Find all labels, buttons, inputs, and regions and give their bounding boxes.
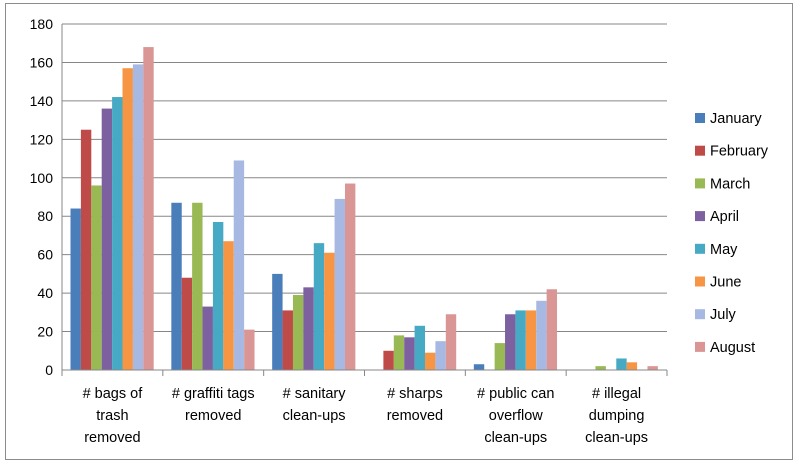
bar-february-2 — [282, 310, 293, 370]
bar-march-3 — [393, 335, 405, 370]
bar-april-2 — [303, 287, 314, 370]
x-category-label: # sharps — [387, 386, 443, 402]
bar-may-4 — [515, 310, 526, 370]
bar-june-3 — [425, 352, 436, 370]
bar-march-0 — [91, 185, 102, 370]
legend-swatch-may — [695, 243, 705, 254]
y-tick-label: 20 — [37, 324, 53, 340]
bar-august-3 — [445, 314, 457, 370]
legend-label-january: January — [710, 111, 762, 127]
bar-july-4 — [536, 300, 547, 370]
y-tick-labels: 0 20 40 60 80 100 120 140 160 180 — [30, 16, 54, 378]
y-tick-label: 60 — [37, 247, 53, 263]
x-category-label: overflow — [489, 408, 544, 424]
legend-label-april: April — [710, 209, 739, 225]
legend-swatch-august — [695, 341, 705, 352]
legend-label-march: March — [710, 176, 750, 192]
legend: January February March April May June July Augu… — [695, 111, 769, 356]
bar-july-1 — [233, 160, 245, 370]
y-tick-label: 160 — [30, 54, 54, 70]
bar-may-0 — [112, 97, 123, 370]
bar-january-2 — [272, 273, 283, 370]
x-category-label: clean-ups — [283, 408, 346, 424]
x-category-label: # graffiti tags — [172, 386, 255, 402]
legend-label-may: May — [710, 242, 738, 258]
bar-june-5 — [626, 362, 638, 370]
bar-february-3 — [383, 350, 394, 370]
bar-april-3 — [404, 337, 415, 370]
bars — [70, 47, 658, 371]
bar-may-5 — [616, 358, 627, 370]
legend-swatch-april — [695, 211, 705, 222]
bar-august-5 — [647, 366, 658, 370]
y-tick-label: 0 — [45, 362, 53, 378]
x-category-label: # illegal — [592, 386, 641, 402]
x-category-label: removed — [387, 408, 443, 424]
bar-april-4 — [505, 314, 516, 370]
bar-april-0 — [101, 108, 113, 370]
legend-swatch-june — [695, 276, 705, 287]
y-tick-label: 100 — [30, 170, 54, 186]
bar-march-4 — [494, 343, 506, 370]
bar-february-0 — [80, 129, 92, 370]
bar-february-1 — [181, 277, 193, 370]
legend-label-june: June — [710, 275, 741, 291]
bar-july-0 — [132, 64, 144, 371]
x-category-label: # public can — [477, 386, 554, 402]
bar-june-2 — [324, 252, 335, 370]
bar-june-0 — [122, 68, 133, 371]
bar-may-3 — [414, 325, 425, 370]
legend-label-august: August — [710, 340, 755, 356]
x-category-label: dumping — [589, 408, 645, 424]
bar-march-2 — [292, 295, 304, 370]
bar-january-1 — [171, 202, 182, 370]
x-category-label: # sanitary — [283, 386, 347, 402]
gridlines — [62, 23, 667, 333]
y-tick-label: 120 — [30, 131, 54, 147]
legend-label-july: July — [710, 307, 737, 323]
bar-july-3 — [435, 341, 446, 370]
legend-swatch-march — [695, 178, 705, 189]
y-tick-label: 40 — [37, 285, 53, 301]
bar-august-0 — [143, 47, 154, 370]
legend-swatch-february — [695, 145, 705, 156]
bar-january-0 — [70, 208, 81, 370]
x-category-label: clean-ups — [484, 430, 547, 446]
bar-march-1 — [192, 202, 203, 370]
x-category-labels: # bags of trash removed # graffiti tags remo… — [83, 386, 648, 446]
y-tick-label: 180 — [30, 16, 54, 32]
bar-may-2 — [313, 243, 325, 370]
bar-august-2 — [344, 183, 356, 370]
legend-swatch-january — [695, 113, 705, 123]
x-category-label: # bags of — [83, 386, 144, 402]
bar-april-1 — [202, 306, 213, 370]
bar-june-4 — [525, 310, 537, 370]
legend-swatch-july — [695, 309, 705, 320]
x-category-label: clean-ups — [585, 430, 648, 446]
axes — [61, 24, 668, 376]
bar-january-4 — [473, 364, 485, 370]
bar-june-1 — [223, 241, 234, 370]
bar-august-1 — [244, 329, 255, 370]
y-tick-label: 80 — [37, 208, 53, 224]
bar-july-2 — [334, 198, 345, 370]
y-tick-label: 140 — [30, 93, 54, 109]
bar-may-1 — [212, 221, 224, 370]
x-category-label: removed — [84, 430, 140, 446]
x-category-label: removed — [185, 408, 241, 424]
bar-august-4 — [546, 289, 558, 370]
legend-label-february: February — [710, 144, 769, 160]
x-category-label: trash — [96, 408, 128, 424]
bar-march-5 — [595, 366, 606, 370]
